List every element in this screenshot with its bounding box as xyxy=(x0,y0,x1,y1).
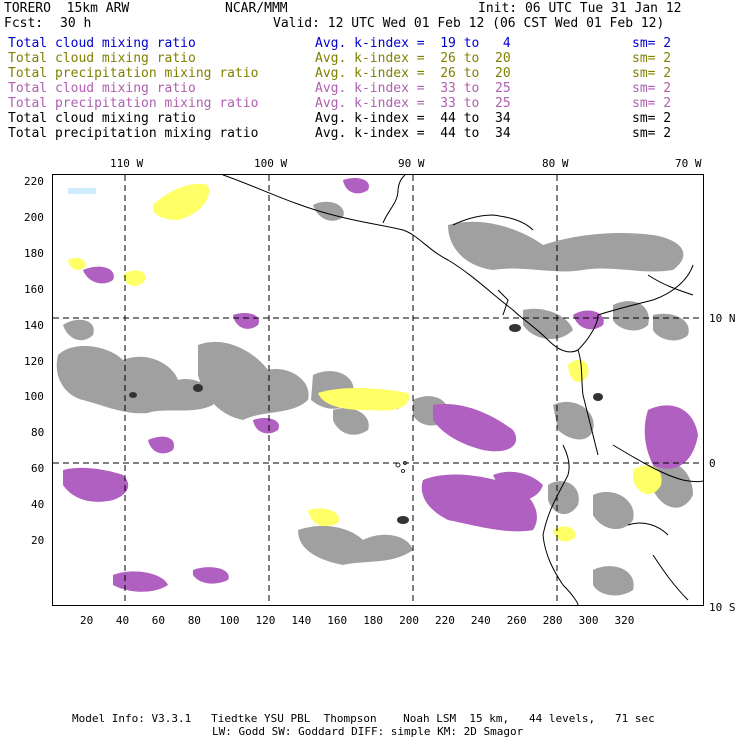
y-tick-label: 220 xyxy=(24,175,44,188)
legend-field: Total precipitation mixing ratio xyxy=(8,96,259,111)
y-tick-label: 100 xyxy=(24,390,44,404)
legend-kindex: Avg. k-index = 19 to 4 xyxy=(315,36,511,51)
lat-lon-grid xyxy=(53,175,703,605)
x-tick-label: 120 xyxy=(255,614,276,627)
x-tick-label: 300 xyxy=(578,614,599,627)
x-tick-label: 320 xyxy=(614,614,635,627)
yellow-cloud-areas xyxy=(68,183,662,542)
y-tick-label: 20 xyxy=(31,534,45,547)
map-canvas xyxy=(53,174,704,606)
lat-label: 10 N xyxy=(709,312,736,325)
lat-label: 10 S xyxy=(709,601,736,614)
legend-field: Total cloud mixing ratio xyxy=(8,51,196,66)
y-tick-label: 140 xyxy=(24,318,44,332)
x-tick-label: 100 xyxy=(219,614,240,627)
y-tick-label: 80 xyxy=(31,426,45,440)
y-tick-label: 160 xyxy=(24,282,44,296)
y-tick-label: 180 xyxy=(24,246,44,260)
model-info-line2: LW: Godd SW: Goddard DIFF: simple KM: 2D… xyxy=(212,725,524,738)
map-panel xyxy=(52,174,704,606)
x-tick-label: 240 xyxy=(470,614,491,627)
legend-kindex: Avg. k-index = 33 to 25 xyxy=(315,81,511,96)
lon-label: 90 W xyxy=(398,157,425,170)
init-time: Init: 06 UTC Tue 31 Jan 12 xyxy=(478,1,682,16)
x-tick-label: 200 xyxy=(399,614,419,627)
lon-label: 110 W xyxy=(110,157,144,170)
x-tick-label: 180 xyxy=(363,614,384,627)
legend-sm: sm= 2 xyxy=(632,51,672,66)
x-tick-label: 80 xyxy=(187,614,201,627)
y-tick-label: 40 xyxy=(31,498,45,512)
legend-sm: sm= 2 xyxy=(632,66,672,81)
organization: NCAR/MMM xyxy=(225,1,288,16)
lon-label: 100 W xyxy=(254,157,288,170)
x-tick-label: 40 xyxy=(115,614,130,627)
model-name: TORERO 15km ARW xyxy=(4,1,130,16)
model-info-line1: Model Info: V3.3.1 Tiedtke YSU PBL Thomp… xyxy=(72,712,655,725)
legend-field: Total cloud mixing ratio xyxy=(8,36,196,51)
valid-time: Valid: 12 UTC Wed 01 Feb 12 (06 CST Wed … xyxy=(273,16,665,31)
y-tick-label: 60 xyxy=(31,462,45,476)
legend-sm: sm= 2 xyxy=(632,126,672,141)
forecast-hour: 30 h xyxy=(60,16,92,31)
x-tick-label: 160 xyxy=(327,614,348,627)
legend-sm: sm= 2 xyxy=(632,111,672,126)
lon-label: 80 W xyxy=(542,157,569,170)
gray-cloud-areas xyxy=(56,201,693,596)
legend-kindex: Avg. k-index = 26 to 20 xyxy=(315,66,511,81)
legend-kindex: Avg. k-index = 44 to 34 xyxy=(315,126,511,141)
legend-sm: sm= 2 xyxy=(632,81,672,96)
legend-kindex: Avg. k-index = 44 to 34 xyxy=(315,111,511,126)
legend-kindex: Avg. k-index = 26 to 20 xyxy=(315,51,511,66)
forecast-label: Fcst: xyxy=(4,16,44,31)
x-tick-label: 220 xyxy=(435,614,455,627)
y-tick-label: 200 xyxy=(24,210,44,224)
legend-kindex: Avg. k-index = 33 to 25 xyxy=(315,96,511,111)
legend-field: Total cloud mixing ratio xyxy=(8,111,196,126)
x-tick-label: 20 xyxy=(80,614,94,627)
legend-sm: sm= 2 xyxy=(632,36,672,51)
legend-field: Total precipitation mixing ratio xyxy=(8,66,259,81)
coastlines xyxy=(222,174,704,606)
light-blue-patch xyxy=(68,188,96,194)
x-tick-label: 260 xyxy=(506,614,527,627)
x-tick-label: 280 xyxy=(542,614,563,627)
lat-label: 0 xyxy=(709,457,716,470)
legend-field: Total precipitation mixing ratio xyxy=(8,126,259,141)
purple-precip-areas xyxy=(63,178,698,592)
legend-field: Total cloud mixing ratio xyxy=(8,81,196,96)
legend-sm: sm= 2 xyxy=(632,96,672,111)
y-tick-label: 120 xyxy=(24,354,44,368)
x-tick-label: 60 xyxy=(151,614,166,627)
x-tick-label: 140 xyxy=(291,614,312,627)
lon-label: 70 W xyxy=(675,157,702,170)
